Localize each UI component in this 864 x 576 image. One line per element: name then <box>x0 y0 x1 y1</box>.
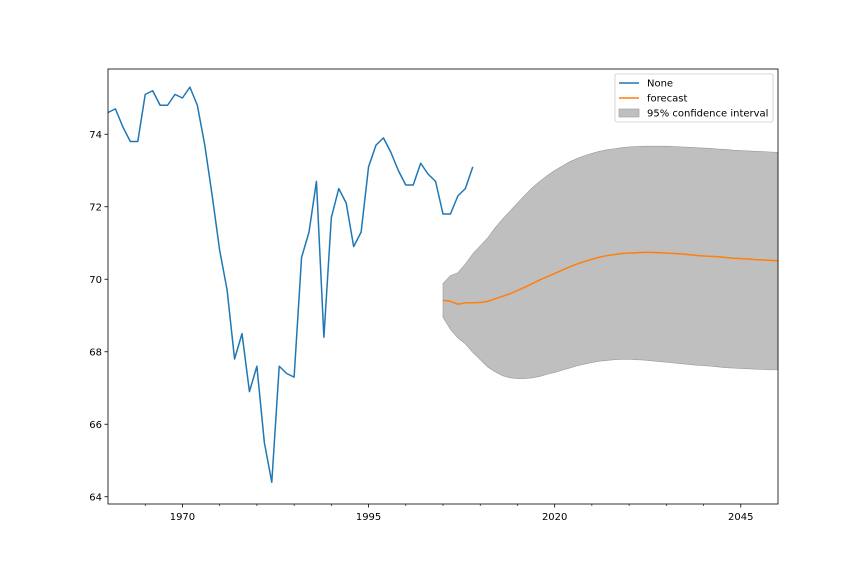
y-tick-label: 64 <box>89 492 102 503</box>
y-tick-label: 72 <box>89 202 102 213</box>
y-tick-label: 66 <box>89 420 102 431</box>
y-tick-label: 70 <box>89 275 102 286</box>
y-tick-label: 74 <box>89 130 102 141</box>
legend-patch-swatch <box>618 108 640 118</box>
legend-label: forecast <box>647 94 688 105</box>
x-tick-label: 1970 <box>170 512 195 523</box>
observed-series-line <box>107 86 474 483</box>
legend-label: None <box>647 79 673 90</box>
legend: None forecast 95% confidence interval <box>614 73 774 123</box>
x-tick-label: 1995 <box>356 512 381 523</box>
legend-label: 95% confidence interval <box>647 109 768 120</box>
y-axis: 64 66 68 70 72 74 <box>89 130 108 503</box>
x-axis: 1970 1995 2020 2045 <box>144 504 754 523</box>
legend-box <box>614 73 774 123</box>
plot-area <box>107 68 779 505</box>
x-tick-label: 2020 <box>542 512 567 523</box>
forecast-series-line <box>442 251 779 306</box>
x-tick-label: 2045 <box>728 512 753 523</box>
y-tick-label: 68 <box>89 347 102 358</box>
